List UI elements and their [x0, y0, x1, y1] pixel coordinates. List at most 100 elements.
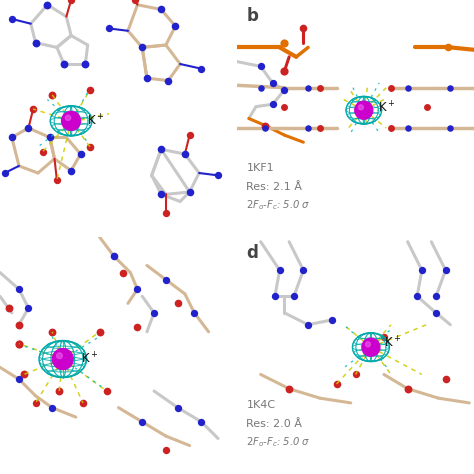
Point	[380, 333, 388, 340]
Point	[352, 371, 359, 378]
Point	[15, 321, 23, 328]
Point	[15, 375, 23, 383]
Point	[96, 328, 103, 336]
Circle shape	[358, 105, 364, 110]
Point	[257, 84, 264, 91]
Text: K$^+$: K$^+$	[86, 113, 104, 128]
Text: 1KF1: 1KF1	[246, 163, 274, 173]
Point	[276, 266, 283, 274]
Point	[387, 124, 395, 132]
Point	[105, 25, 113, 32]
Point	[257, 63, 264, 70]
Point	[25, 124, 32, 132]
Point	[162, 210, 170, 217]
Circle shape	[52, 349, 73, 370]
Point	[387, 84, 395, 91]
Point	[304, 124, 312, 132]
Point	[316, 84, 324, 91]
Point	[186, 131, 193, 139]
Point	[119, 269, 127, 276]
Point	[290, 292, 298, 300]
Point	[404, 385, 411, 392]
Point	[174, 404, 182, 411]
Point	[328, 316, 336, 324]
Text: 1K4C: 1K4C	[246, 400, 275, 410]
Point	[300, 25, 307, 32]
Point	[442, 375, 449, 383]
Point	[55, 387, 63, 395]
Point	[138, 44, 146, 51]
Point	[300, 266, 307, 274]
Point	[103, 387, 110, 395]
Point	[86, 86, 94, 94]
Point	[214, 172, 222, 179]
Point	[48, 404, 56, 411]
Point	[262, 124, 269, 132]
Point	[444, 44, 452, 51]
Text: $2F_o$-$F_c$: 5.0 $\sigma$: $2F_o$-$F_c$: 5.0 $\sigma$	[246, 199, 311, 212]
Point	[413, 292, 421, 300]
Point	[110, 252, 118, 260]
Point	[198, 65, 205, 73]
Circle shape	[365, 342, 371, 347]
Point	[67, 167, 75, 174]
Point	[186, 188, 193, 196]
Point	[46, 134, 54, 141]
Point	[316, 124, 324, 132]
Text: Res: 2.0 Å: Res: 2.0 Å	[246, 419, 302, 428]
Text: b: b	[246, 7, 258, 25]
Point	[304, 321, 312, 328]
Point	[1, 169, 9, 177]
Text: K$^+$: K$^+$	[81, 351, 98, 367]
Point	[442, 266, 449, 274]
Point	[269, 100, 276, 108]
Point	[423, 103, 430, 110]
Point	[418, 266, 426, 274]
Point	[138, 418, 146, 426]
Point	[269, 79, 276, 87]
Point	[174, 300, 182, 307]
Point	[157, 191, 165, 198]
Point	[262, 122, 269, 129]
Point	[131, 0, 139, 4]
Point	[15, 285, 23, 293]
Text: Res: 2.1 Å: Res: 2.1 Å	[246, 182, 302, 191]
Point	[8, 134, 16, 141]
Point	[8, 15, 16, 23]
Point	[48, 91, 56, 99]
Point	[157, 6, 165, 13]
Circle shape	[65, 115, 71, 120]
Point	[44, 1, 51, 9]
Point	[53, 176, 61, 184]
Point	[60, 60, 68, 68]
Point	[25, 304, 32, 312]
Point	[432, 309, 440, 317]
Text: d: d	[246, 244, 258, 262]
Point	[20, 371, 27, 378]
Circle shape	[56, 353, 63, 359]
Point	[271, 292, 279, 300]
Point	[172, 22, 179, 30]
Point	[281, 67, 288, 75]
Point	[304, 84, 312, 91]
Point	[48, 328, 56, 336]
Point	[432, 292, 440, 300]
Point	[143, 74, 151, 82]
Point	[281, 86, 288, 94]
Point	[285, 385, 293, 392]
Point	[15, 340, 23, 347]
Point	[157, 146, 165, 153]
Point	[79, 399, 87, 407]
Point	[134, 323, 141, 331]
Point	[67, 0, 75, 4]
Point	[404, 124, 411, 132]
Point	[86, 143, 94, 151]
Point	[6, 304, 13, 312]
Circle shape	[362, 338, 380, 356]
Point	[32, 399, 39, 407]
Point	[77, 150, 84, 158]
Point	[333, 380, 340, 388]
Point	[198, 418, 205, 426]
Text: K$^+$: K$^+$	[384, 335, 401, 350]
Point	[164, 77, 172, 84]
